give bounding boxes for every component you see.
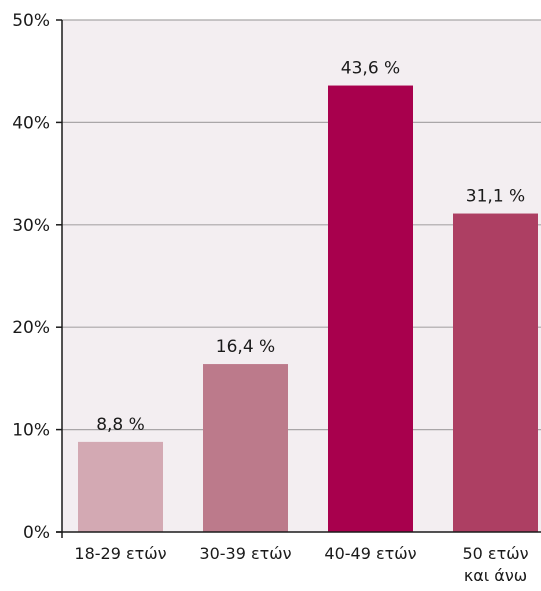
y-axis-ticks: 0% 10% 20% 30% 40% 50% [12, 11, 62, 543]
y-tick-label: 20% [12, 318, 50, 338]
x-category-label: 40-49 ετών [324, 544, 416, 563]
data-label: 43,6 % [341, 59, 400, 79]
data-label: 16,4 % [216, 337, 275, 357]
bar [453, 213, 538, 532]
bar [328, 85, 413, 532]
x-axis-labels: 18-29 ετών 30-39 ετών 40-49 ετών 50 ετών και… [74, 544, 528, 585]
x-category-label: και άνω [464, 566, 527, 585]
bars [78, 85, 538, 532]
bar [203, 364, 288, 532]
data-labels: 8,8 % 16,4 % 43,6 % 31,1 % [96, 59, 525, 435]
y-tick-label: 0% [23, 523, 50, 543]
y-tick-label: 10% [12, 421, 50, 441]
data-label: 8,8 % [96, 415, 145, 435]
axes [56, 20, 541, 538]
data-label: 31,1 % [466, 187, 525, 207]
x-category-label: 30-39 ετών [199, 544, 291, 563]
x-category-label: 50 ετών [462, 544, 528, 563]
y-tick-label: 30% [12, 216, 50, 236]
y-tick-label: 40% [12, 113, 50, 133]
x-category-label: 18-29 ετών [74, 544, 166, 563]
y-tick-label: 50% [12, 11, 50, 31]
bar [78, 441, 163, 532]
